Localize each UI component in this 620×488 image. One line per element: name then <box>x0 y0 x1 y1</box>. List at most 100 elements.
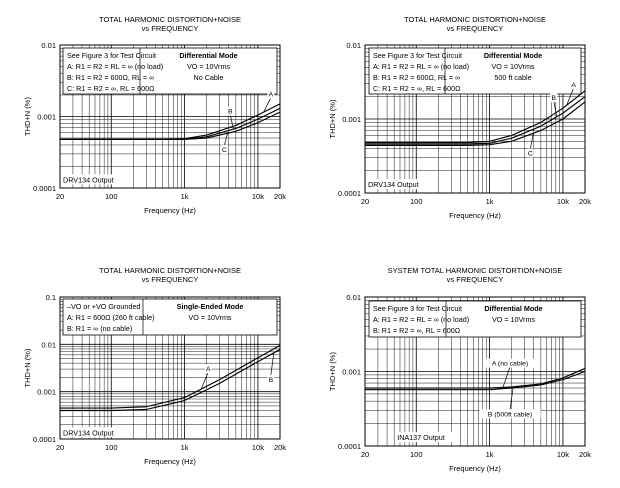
y-tick-label: 0.01 <box>41 340 56 349</box>
x-tick-label: 20k <box>579 197 591 206</box>
x-tick-label: 1k <box>486 450 494 459</box>
chart-subtitle: vs FREQUENCY <box>142 24 199 33</box>
curve-leader <box>229 114 234 130</box>
x-tick-label: 20 <box>361 197 369 206</box>
mode-condition: No Cable <box>194 73 224 82</box>
curve-label: B <box>269 377 274 384</box>
legend-entry: B: R1 = R2 = ∞, RL = 600Ω <box>373 326 461 335</box>
y-tick-label: 0.1 <box>46 293 56 302</box>
curve-label: A <box>571 82 576 89</box>
x-tick-label: 100 <box>105 443 118 452</box>
legend-entry: See Figure 3 for Test Circuit <box>67 51 156 60</box>
chart-subtitle: vs FREQUENCY <box>142 275 199 284</box>
y-axis-label: THD+N (%) <box>328 99 337 138</box>
y-axis-label: THD+N (%) <box>23 348 32 387</box>
x-tick-label: 20k <box>274 443 286 452</box>
legend-entry: A: R1 = R2 = RL = ∞ (no load) <box>373 315 469 324</box>
series-line-c <box>60 111 281 140</box>
curve-leader <box>224 133 228 145</box>
mode-condition: VO = 10Vrms <box>492 315 535 324</box>
y-tick-label: 0.01 <box>41 41 56 50</box>
curve-leader <box>509 387 514 410</box>
legend-entry: B: R1 = R2 = 600Ω, RL = ∞ <box>373 73 460 82</box>
curve-label-bg <box>485 358 535 368</box>
curve-label: B <box>551 95 556 102</box>
legend-box <box>62 298 278 336</box>
x-tick-label: 1k <box>181 443 189 452</box>
y-tick-label: 0.01 <box>346 41 361 50</box>
curve-leader <box>553 101 558 117</box>
curve-leader <box>530 133 534 149</box>
curve-label-bg <box>550 93 558 103</box>
legend-entry: See Figure 3 for Test Circuit <box>373 51 462 60</box>
legend-entry: –VO or +VO Grounded <box>67 302 140 311</box>
y-tick-label: 0.01 <box>346 293 361 302</box>
curve-leader <box>263 97 272 113</box>
y-tick-label: 0.0001 <box>338 189 361 198</box>
chart-subtitle: vs FREQUENCY <box>447 24 504 33</box>
series-line-a <box>365 90 586 144</box>
legend-entry: A: R1 = R2 = RL = ∞ (no load) <box>373 62 469 71</box>
chart-subtitle: vs FREQUENCY <box>447 275 504 284</box>
x-tick-label: 20 <box>56 443 64 452</box>
mode-condition: VO = 10Vrms <box>188 313 231 322</box>
y-tick-label: 0.001 <box>37 113 56 122</box>
mode-condition: 500 ft cable <box>494 73 531 82</box>
chart-title: TOTAL HARMONIC DISTORTION+NOISE <box>404 15 546 24</box>
legend-box <box>368 47 582 95</box>
mode-title: Differential Mode <box>484 51 542 60</box>
series-line-b <box>365 370 586 391</box>
series-line-a <box>60 103 281 140</box>
x-tick-label: 1k <box>486 197 494 206</box>
output-label: DRV134 Output <box>63 175 114 184</box>
curve-label-bg <box>570 80 578 90</box>
chart-panel-4: SYSTEM TOTAL HARMONIC DISTORTION+NOISEvs… <box>328 266 591 473</box>
legend-box <box>368 300 582 338</box>
x-tick-label: 10k <box>252 192 264 201</box>
curve-label-bg <box>526 148 534 158</box>
curve-label-bg <box>267 89 275 99</box>
chart-title: TOTAL HARMONIC DISTORTION+NOISE <box>99 15 241 24</box>
curve-label-bg <box>226 106 234 116</box>
y-axis-label: THD+N (%) <box>328 352 337 391</box>
x-tick-label: 100 <box>410 450 423 459</box>
y-axis-label: THD+N (%) <box>23 97 32 136</box>
curve-label: B (500ft cable) <box>488 411 532 418</box>
x-tick-label: 10k <box>557 197 569 206</box>
x-tick-label: 1k <box>181 192 189 201</box>
y-tick-label: 0.001 <box>342 115 361 124</box>
series-line-b <box>60 107 281 140</box>
inner-label-bg <box>61 427 119 438</box>
x-tick-label: 10k <box>252 443 264 452</box>
curve-label-bg <box>267 375 275 385</box>
curve-label-bg <box>479 409 541 419</box>
output-label: INA137 Output <box>397 433 445 442</box>
x-tick-label: 20 <box>361 450 369 459</box>
curve-leader <box>502 366 511 388</box>
curve-label: B <box>228 109 233 116</box>
x-tick-label: 20k <box>579 450 591 459</box>
legend-entry: C: R1 = R2 = ∞, RL = 600Ω <box>373 84 461 93</box>
output-label: DRV134 Output <box>368 180 419 189</box>
y-tick-label: 0.001 <box>342 368 361 377</box>
y-tick-label: 0.0001 <box>33 435 56 444</box>
mode-condition: VO = 10Vrms <box>187 62 230 71</box>
legend-entry: B: R1 = ∞ (no cable) <box>67 324 132 333</box>
curve-label: A <box>206 366 211 373</box>
curve-leader <box>200 372 209 390</box>
legend-entry: See Figure 3 for Test Circuit <box>373 304 462 313</box>
curve-label: C <box>528 151 533 158</box>
x-tick-label: 20k <box>274 192 286 201</box>
curve-leader <box>270 352 275 376</box>
x-axis-label: Frequency (Hz) <box>449 464 501 473</box>
legend-entry: B: R1 = R2 = 600Ω, RL = ∞ <box>67 73 154 82</box>
legend-box <box>62 47 278 95</box>
x-tick-label: 10k <box>557 450 569 459</box>
x-axis-label: Frequency (Hz) <box>449 211 501 220</box>
series-line-a <box>365 367 586 389</box>
chart-title: SYSTEM TOTAL HARMONIC DISTORTION+NOISE <box>388 266 563 275</box>
curve-label-bg <box>221 144 228 154</box>
